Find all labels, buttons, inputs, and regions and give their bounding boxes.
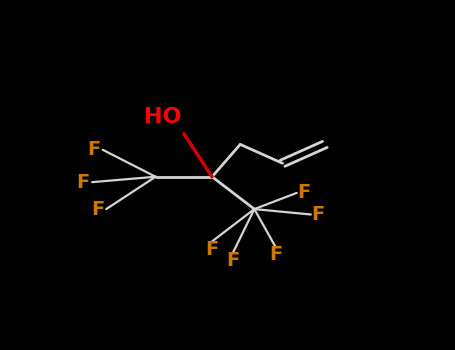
Text: F: F xyxy=(227,251,240,270)
Text: F: F xyxy=(87,140,101,159)
Text: F: F xyxy=(91,199,104,219)
Text: F: F xyxy=(205,240,219,259)
Text: F: F xyxy=(77,173,90,192)
Text: F: F xyxy=(269,245,282,264)
Text: F: F xyxy=(297,183,310,202)
Text: HO: HO xyxy=(144,107,182,127)
Text: F: F xyxy=(311,205,324,224)
